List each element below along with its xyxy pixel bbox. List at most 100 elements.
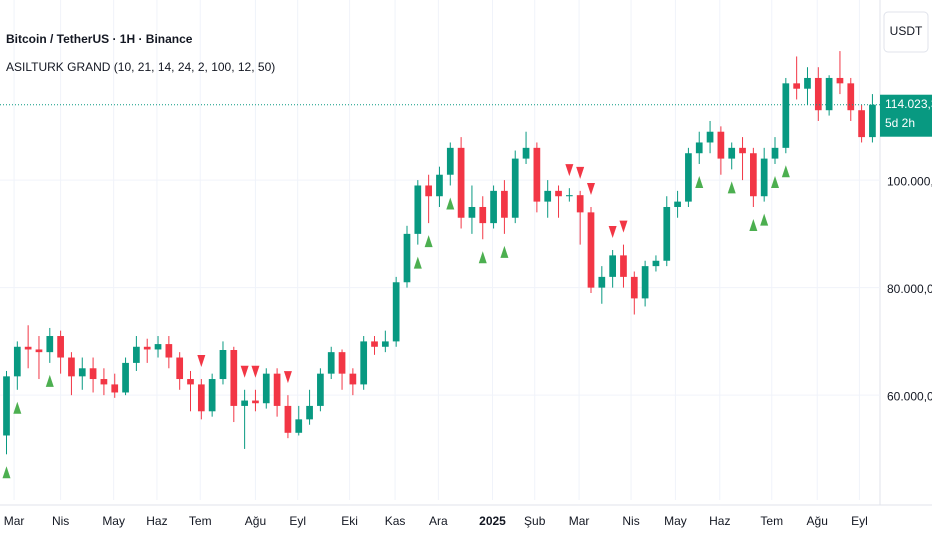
candle-body (847, 83, 855, 111)
candle-body (630, 276, 638, 299)
last-price-label: 114.023,30 (885, 97, 932, 111)
x-tick-label: Nis (52, 514, 69, 528)
x-tick-label: Mar (569, 514, 590, 528)
candle-body (750, 153, 757, 197)
candle-body (57, 336, 64, 358)
candle-body (327, 352, 335, 374)
candle-body (24, 346, 32, 350)
candle-body (338, 352, 346, 374)
candle-body (760, 158, 768, 197)
candle-body (219, 350, 227, 380)
buy-signal (771, 175, 780, 188)
sell-signal (240, 365, 249, 378)
sell-signal (576, 166, 585, 179)
sell-signal (283, 371, 292, 384)
candle-body (187, 379, 194, 385)
candle-body (46, 336, 54, 353)
candle-body (641, 266, 649, 299)
sell-signal (619, 220, 628, 233)
candle-body (176, 357, 184, 380)
sell-signal (608, 226, 617, 238)
candle-body (555, 190, 562, 197)
x-tick-label: Ağu (807, 514, 828, 528)
buy-signal (2, 466, 11, 479)
candle-body (490, 190, 497, 224)
candle-body (706, 131, 714, 143)
candle-body (544, 190, 552, 202)
x-tick-label: Eki (341, 514, 358, 528)
candle-body (522, 147, 530, 159)
candle-body (685, 153, 692, 202)
candle-body (100, 379, 108, 385)
last-price-box (880, 94, 932, 137)
candle-body (663, 206, 671, 261)
sell-signal (251, 365, 260, 378)
candle-body (425, 185, 432, 197)
candle-body (154, 344, 162, 350)
candle-body (793, 83, 801, 89)
candle-body (533, 147, 541, 202)
x-tick-label: Nis (622, 514, 639, 528)
candle-body (360, 341, 368, 385)
y-tick-label: 60.000,00 (887, 389, 932, 403)
candle-body (403, 233, 411, 283)
candle-body (620, 255, 627, 277)
x-tick-label: May (102, 514, 125, 528)
candle-body (836, 77, 844, 84)
candle-body (371, 341, 378, 347)
x-tick-label: Haz (146, 514, 167, 528)
candle-body (208, 379, 216, 412)
x-tick-label: Kas (385, 514, 406, 528)
x-tick-label: Ağu (245, 514, 266, 528)
candle-body (674, 201, 681, 207)
candle-body (457, 147, 465, 218)
x-tick-label: Mar (4, 514, 25, 528)
candle-body (576, 195, 584, 213)
sell-signal (197, 355, 206, 368)
candle-body (782, 83, 790, 148)
candles (2, 51, 876, 479)
candle-body (414, 185, 422, 234)
candle-body (381, 341, 389, 347)
candle-body (468, 206, 476, 218)
candle-body (858, 110, 865, 138)
candle-body (230, 350, 238, 406)
x-tick-label: Eyl (289, 514, 306, 528)
candle-body (13, 346, 21, 377)
x-tick-label: Eyl (851, 514, 868, 528)
candle-body (446, 147, 454, 175)
candle-body (739, 147, 746, 154)
x-tick-label: Haz (709, 514, 730, 528)
sell-signal (586, 182, 595, 195)
candle-body (35, 349, 43, 353)
grid (0, 0, 880, 500)
candle-body (78, 368, 86, 377)
candle-body (273, 373, 281, 406)
x-tick-label: May (664, 514, 687, 528)
buy-signal (727, 181, 736, 194)
x-tick-label: 2025 (479, 514, 506, 528)
candle-body (814, 77, 822, 111)
candle-body (197, 384, 205, 412)
candle-body (825, 77, 833, 111)
buy-signal (695, 175, 704, 188)
buy-signal (446, 197, 455, 210)
candle-body (511, 158, 519, 218)
x-tick-label: Tem (760, 514, 783, 528)
candle-body (295, 419, 303, 433)
candle-body (565, 195, 573, 197)
candle-body (717, 131, 725, 159)
candle-body (598, 276, 606, 288)
y-tick-label: 100.000,00 (887, 174, 932, 188)
candle-body (436, 174, 443, 197)
candle-body (349, 373, 357, 385)
candle-body (111, 384, 119, 393)
candle-body (695, 142, 703, 154)
candle-body (241, 400, 248, 406)
currency-label[interactable]: USDT (890, 24, 923, 38)
currency-button[interactable] (883, 11, 929, 53)
x-tick-label: Ara (429, 514, 448, 528)
candle-body (317, 373, 324, 406)
candle-body (804, 77, 811, 89)
